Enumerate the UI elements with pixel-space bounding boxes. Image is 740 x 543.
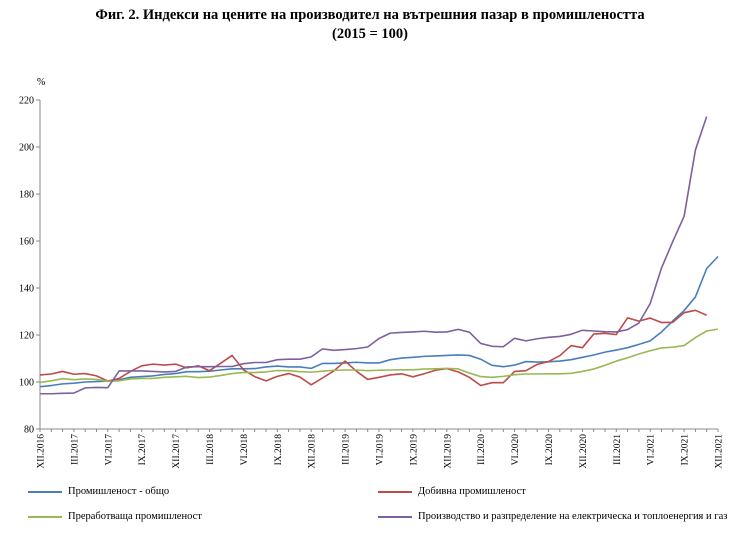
legend-swatch (28, 515, 62, 518)
legend-label: Преработваща промишленост (68, 511, 202, 522)
y-tick-label: 120 (19, 331, 34, 342)
x-tick-label: VI.2017 (104, 434, 114, 466)
x-tick-label: XII.2019 (443, 434, 453, 469)
x-tick-label: IX.2018 (274, 434, 284, 466)
x-tick-label: XII.2021 (715, 434, 725, 469)
x-tick-label: XII.2017 (172, 434, 182, 469)
x-tick-label: IX.2019 (409, 434, 419, 466)
y-tick-label: 200 (19, 143, 34, 154)
legend-item-manufacturing: Преработваща промишленост (28, 511, 202, 522)
y-tick-label: 100 (19, 378, 34, 389)
chart-title: Фиг. 2. Индекси на цените на производите… (0, 6, 740, 44)
series-lines (39, 116, 719, 395)
x-tick-label: III.2018 (206, 434, 216, 465)
x-tick-label: IX.2017 (138, 434, 148, 466)
axes (39, 100, 718, 430)
x-tick-label: III.2017 (70, 434, 80, 465)
y-tick-label: 180 (19, 190, 34, 201)
x-tick-label: XII.2020 (579, 434, 589, 469)
legend-item-total: Промишленост - общо (28, 486, 169, 497)
x-tick-label: IX.2020 (545, 434, 555, 466)
y-tick-label: 220 (19, 96, 34, 107)
legend-item-energy: Производство и разпределение на електрич… (378, 511, 727, 522)
x-tick-label: III.2019 (342, 434, 352, 465)
legend-swatch (28, 490, 62, 493)
x-tick-label: III.2021 (613, 434, 623, 465)
y-tick-label: 160 (19, 237, 34, 248)
x-tick-label: III.2020 (477, 434, 487, 465)
x-tick-label: VI.2021 (647, 434, 657, 466)
chart-title-line2: (2015 = 100) (332, 26, 408, 42)
x-tick-label: VI.2018 (240, 434, 250, 466)
legend-swatch (378, 515, 412, 518)
y-axis-ticks: 80 100 120 140 160 180 200 220 (19, 96, 40, 436)
series-line-3 (40, 116, 708, 395)
chart-title-line1: Фиг. 2. Индекси на цените на производите… (95, 7, 645, 23)
x-tick-label: VI.2019 (376, 434, 386, 466)
legend-item-mining: Добивна промишленост (378, 486, 526, 497)
y-tick-label: 140 (19, 284, 34, 295)
series-line-1 (39, 309, 708, 387)
x-axis-ticks: XII.2016 III.2017 VI.2017 IX.2017 XII.2017 II… (37, 429, 725, 469)
legend-label: Добивна промишленост (418, 486, 526, 497)
x-tick-label: XII.2016 (37, 434, 47, 469)
legend-label: Промишленост - общо (68, 486, 170, 497)
series-line-0 (39, 255, 719, 388)
legend-label: Производство и разпределение на електрич… (418, 511, 728, 522)
x-tick-label: VI.2020 (511, 434, 521, 466)
y-axis-label: % (37, 77, 45, 88)
x-tick-label: IX.2021 (681, 434, 691, 466)
legend-swatch (378, 490, 412, 493)
x-tick-label: XII.2018 (308, 434, 318, 469)
y-tick-label: 80 (24, 425, 34, 436)
series-line-2 (39, 328, 719, 384)
